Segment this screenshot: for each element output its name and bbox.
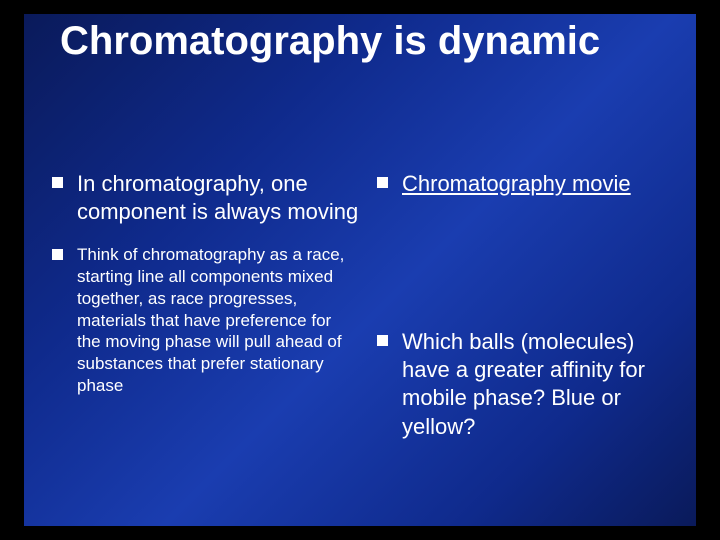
slide-inner: Chromatography is dynamic In chromatogra… xyxy=(24,14,696,526)
square-bullet-icon xyxy=(52,177,63,188)
square-bullet-icon xyxy=(377,177,388,188)
bullet-text: In chromatography, one component is alwa… xyxy=(77,170,359,226)
square-bullet-icon xyxy=(377,335,388,346)
square-bullet-icon xyxy=(52,249,63,260)
list-item: In chromatography, one component is alwa… xyxy=(52,170,359,226)
slide-title: Chromatography is dynamic xyxy=(60,20,680,63)
content-columns: In chromatography, one component is alwa… xyxy=(52,170,684,459)
list-item: Think of chromatography as a race, start… xyxy=(52,244,359,396)
list-item: Which balls (molecules) have a greater a… xyxy=(377,328,684,441)
bullet-text: Think of chromatography as a race, start… xyxy=(77,244,359,396)
bullet-link[interactable]: Chromatography movie xyxy=(402,170,684,198)
slide: Chromatography is dynamic In chromatogra… xyxy=(0,0,720,540)
right-column: Chromatography movie Which balls (molecu… xyxy=(377,170,684,459)
list-item: Chromatography movie xyxy=(377,170,684,198)
left-column: In chromatography, one component is alwa… xyxy=(52,170,359,459)
bullet-text: Which balls (molecules) have a greater a… xyxy=(402,328,684,441)
spacer xyxy=(377,216,684,328)
